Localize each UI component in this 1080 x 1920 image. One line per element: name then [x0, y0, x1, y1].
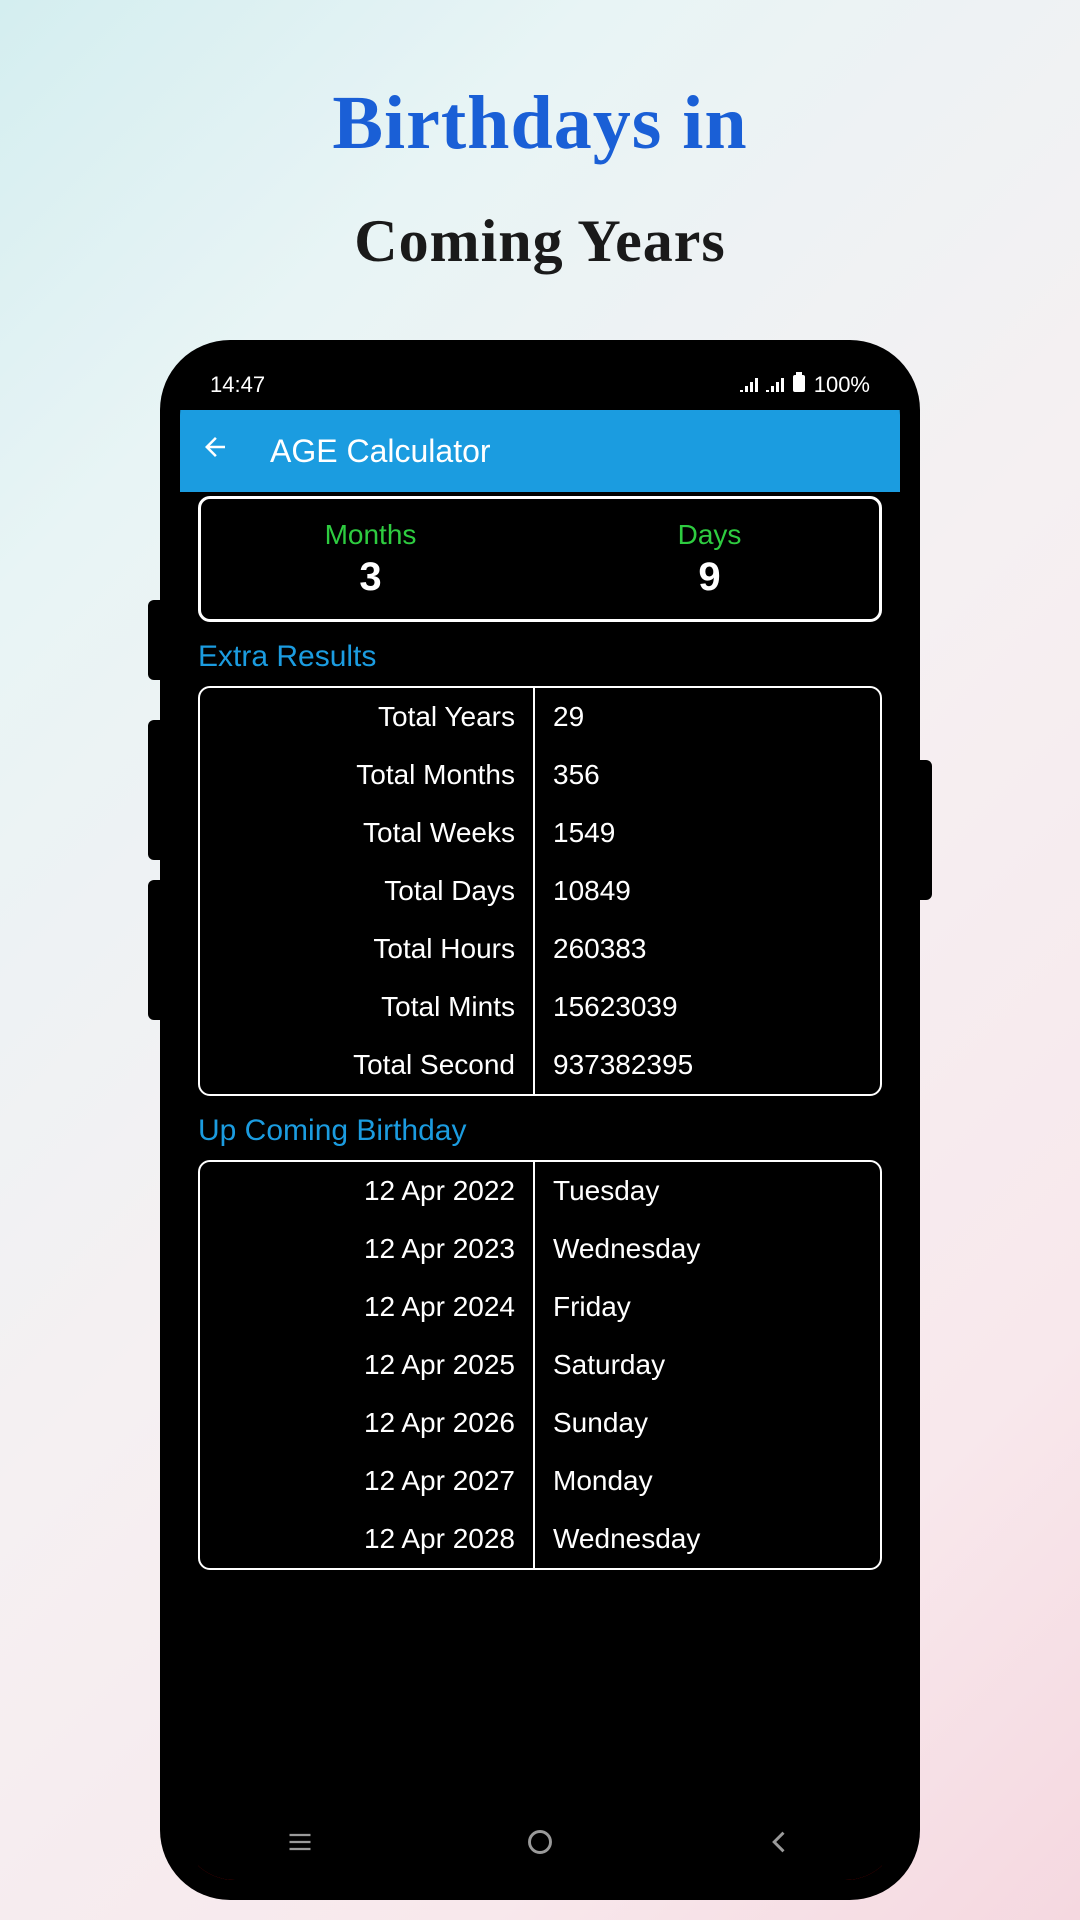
row-date: 12 Apr 2025	[200, 1336, 535, 1394]
table-row: 12 Apr 2028Wednesday	[200, 1510, 880, 1568]
table-row: 12 Apr 2024Friday	[200, 1278, 880, 1336]
home-icon[interactable]	[526, 1828, 554, 1863]
row-label: Total Days	[200, 862, 535, 920]
row-value: 937382395	[535, 1049, 880, 1081]
countdown-days: Days 9	[540, 499, 879, 619]
days-label: Days	[540, 519, 879, 551]
row-day: Monday	[535, 1465, 880, 1497]
status-time: 14:47	[210, 372, 265, 398]
row-day: Wednesday	[535, 1233, 880, 1265]
promo-headline: Birthdays in Coming Years	[0, 0, 1080, 276]
table-row: Total Second937382395	[200, 1036, 880, 1094]
table-row: 12 Apr 2022Tuesday	[200, 1162, 880, 1220]
row-value: 15623039	[535, 991, 880, 1023]
upcoming-title: Up Coming Birthday	[198, 1114, 882, 1148]
recent-apps-icon[interactable]	[286, 1828, 314, 1863]
row-label: Total Second	[200, 1036, 535, 1094]
table-row: 12 Apr 2027Monday	[200, 1452, 880, 1510]
table-row: 12 Apr 2026Sunday	[200, 1394, 880, 1452]
extra-results-title: Extra Results	[198, 640, 882, 674]
upcoming-table: 12 Apr 2022Tuesday12 Apr 2023Wednesday12…	[198, 1160, 882, 1570]
table-row: Total Days10849	[200, 862, 880, 920]
months-label: Months	[201, 519, 540, 551]
row-label: Total Weeks	[200, 804, 535, 862]
row-value: 10849	[535, 875, 880, 907]
content-area: Your Next Birthday Months 3 Days 9 Extra…	[180, 492, 900, 1810]
battery-icon	[792, 372, 806, 398]
row-label: Total Hours	[200, 920, 535, 978]
headline-top: Birthdays in	[0, 80, 1080, 167]
table-row: 12 Apr 2025Saturday	[200, 1336, 880, 1394]
back-icon[interactable]	[200, 432, 230, 471]
row-label: Total Months	[200, 746, 535, 804]
table-row: Total Hours260383	[200, 920, 880, 978]
row-day: Sunday	[535, 1407, 880, 1439]
row-date: 12 Apr 2027	[200, 1452, 535, 1510]
app-bar: AGE Calculator	[180, 410, 900, 492]
table-row: Total Mints15623039	[200, 978, 880, 1036]
row-day: Saturday	[535, 1349, 880, 1381]
signal-icon-2	[766, 372, 784, 398]
row-value: 1549	[535, 817, 880, 849]
signal-icon	[740, 372, 758, 398]
row-value: 260383	[535, 933, 880, 965]
row-date: 12 Apr 2023	[200, 1220, 535, 1278]
row-date: 12 Apr 2024	[200, 1278, 535, 1336]
row-label: Total Years	[200, 688, 535, 746]
headline-bottom: Coming Years	[0, 207, 1080, 276]
months-value: 3	[201, 555, 540, 600]
table-row: Total Weeks1549	[200, 804, 880, 862]
row-label: Total Mints	[200, 978, 535, 1036]
phone-frame: 14:47 100% AGE Calculator Your Ne	[160, 340, 920, 1900]
row-date: 12 Apr 2028	[200, 1510, 535, 1568]
row-day: Friday	[535, 1291, 880, 1323]
android-nav-bar	[180, 1810, 900, 1880]
table-row: 12 Apr 2023Wednesday	[200, 1220, 880, 1278]
row-date: 12 Apr 2026	[200, 1394, 535, 1452]
countdown-box: Months 3 Days 9	[198, 496, 882, 622]
row-day: Tuesday	[535, 1175, 880, 1207]
back-nav-icon[interactable]	[766, 1828, 794, 1863]
table-row: Total Months356	[200, 746, 880, 804]
row-day: Wednesday	[535, 1523, 880, 1555]
countdown-months: Months 3	[201, 499, 540, 619]
status-bar: 14:47 100%	[180, 360, 900, 410]
table-row: Total Years29	[200, 688, 880, 746]
phone-screen: 14:47 100% AGE Calculator Your Ne	[180, 360, 900, 1880]
row-value: 29	[535, 701, 880, 733]
row-date: 12 Apr 2022	[200, 1162, 535, 1220]
battery-percent: 100%	[814, 372, 870, 398]
extra-results-table: Total Years29Total Months356Total Weeks1…	[198, 686, 882, 1096]
row-value: 356	[535, 759, 880, 791]
app-title: AGE Calculator	[270, 433, 491, 470]
days-value: 9	[540, 555, 879, 600]
